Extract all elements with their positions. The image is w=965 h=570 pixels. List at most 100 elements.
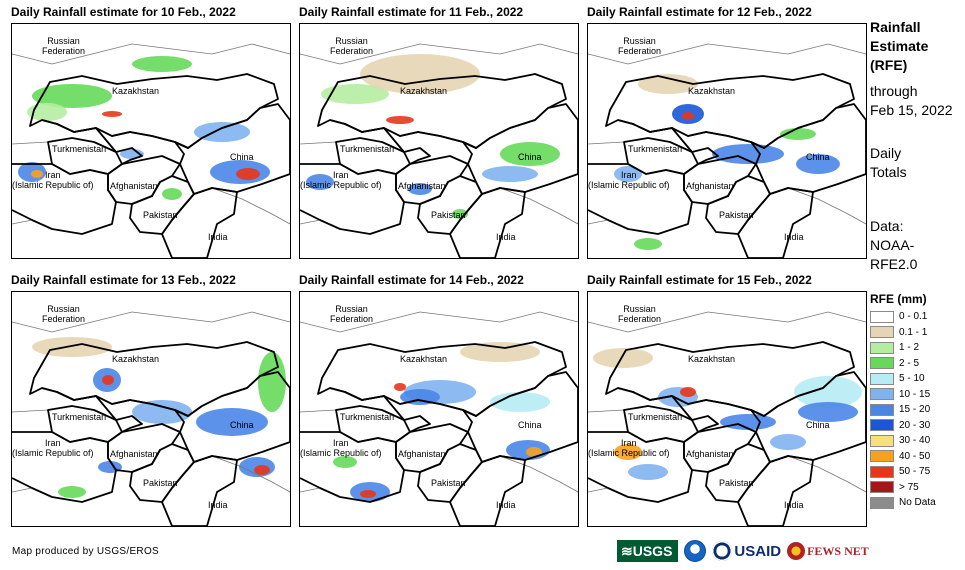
data-label: Data: (870, 218, 904, 234)
legend-item: 1 - 2 (870, 340, 964, 356)
country-label-china: China (806, 420, 830, 430)
country-label-text: China (518, 420, 542, 430)
minor-border (300, 141, 337, 145)
country-border (41, 387, 189, 417)
rfe-title-line: Rainfall (870, 19, 921, 35)
country-label-iran: Iran (Islamic Republic of) (12, 438, 94, 458)
country-label-china: China (230, 420, 254, 430)
minor-border (588, 219, 609, 225)
country-border (73, 127, 143, 165)
country-label-text: India (784, 500, 804, 510)
panel-title: Daily Rainfall estimate for 15 Feb., 202… (587, 273, 812, 287)
minor-border (12, 311, 290, 333)
rainfall-map-panel: Daily Rainfall estimate for 10 Feb., 202… (11, 5, 293, 265)
rainfall-area (796, 154, 840, 174)
minor-border (499, 187, 578, 225)
rainfall-map-panel: Daily Rainfall estimate for 14 Feb., 202… (299, 273, 581, 533)
rainfall-area (526, 447, 542, 457)
country-label-russia: Russian Federation (42, 36, 85, 56)
through-value: Feb 15, 2022 (870, 102, 953, 118)
legend-swatch (870, 419, 894, 432)
legend-swatch (870, 450, 894, 463)
country-label-india: India (496, 232, 516, 242)
country-label-afghanistan: Afghanistan (398, 181, 446, 191)
country-label-text: Russian (47, 36, 80, 46)
country-label-text: Kazakhstan (400, 86, 448, 96)
rainfall-area (628, 464, 668, 480)
country-label-china: China (230, 152, 254, 162)
country-border (683, 423, 757, 473)
rainfall-area (132, 56, 192, 72)
minor-border (499, 455, 578, 493)
country-label-text: Kazakhstan (400, 354, 448, 364)
country-border (300, 163, 405, 235)
country-label-text: (Islamic Republic of) (12, 180, 94, 190)
country-label-text: (Islamic Republic of) (300, 180, 382, 190)
country-label-pakistan: Pakistan (719, 478, 754, 488)
country-label-india: India (784, 232, 804, 242)
country-label-text: Kazakhstan (688, 86, 736, 96)
country-label-text: China (230, 152, 254, 162)
rainfall-area (254, 465, 270, 475)
country-label-china: China (518, 152, 542, 162)
rainfall-area (638, 74, 698, 94)
rainfall-area (593, 348, 653, 368)
country-label-iran: Iran (Islamic Republic of) (588, 170, 670, 190)
country-label-text: (Islamic Republic of) (300, 448, 382, 458)
legend-label: 1 - 2 (899, 342, 920, 354)
rainfall-map-panel: Daily Rainfall estimate for 13 Feb., 202… (11, 273, 293, 533)
country-label-text: Iran (621, 170, 637, 180)
country-label-pakistan: Pakistan (431, 210, 466, 220)
country-border (361, 127, 431, 165)
country-label-text: Afghanistan (110, 449, 158, 459)
country-label-text: Russian (335, 36, 368, 46)
country-border (449, 455, 526, 526)
panel-title: Daily Rainfall estimate for 12 Feb., 202… (587, 5, 812, 19)
country-border (750, 103, 866, 195)
rfe-title-line: (RFE) (870, 57, 908, 73)
country-label-russia: Russian Federation (42, 304, 85, 324)
country-label-text: Iran (45, 438, 61, 448)
country-label-text: India (496, 500, 516, 510)
legend-swatch (870, 465, 894, 478)
data-source-line: RFE2.0 (870, 256, 918, 272)
country-label-text: (Islamic Republic of) (12, 448, 94, 458)
country-label-text: Russian (335, 304, 368, 314)
country-label-afghanistan: Afghanistan (686, 181, 734, 191)
country-border (750, 371, 866, 463)
country-border (174, 371, 290, 463)
data-source-line: NOAA- (870, 237, 915, 253)
country-label-india: India (496, 500, 516, 510)
minor-border (12, 219, 33, 225)
map-frame: Russian Federation Kazakhstan Turkmenistan I… (11, 23, 291, 259)
country-label-china: China (806, 152, 830, 162)
minor-border (211, 187, 290, 225)
country-border (41, 119, 189, 149)
country-label-india: India (208, 232, 228, 242)
fews-net-logo: FEWS NET (787, 539, 869, 563)
legend-item: 50 - 75 (870, 464, 964, 480)
legend-label: 5 - 10 (899, 373, 925, 385)
legend-label: 30 - 40 (899, 435, 931, 447)
country-label-text: Afghanistan (398, 449, 446, 459)
country-border (462, 371, 578, 463)
panel-title: Daily Rainfall estimate for 10 Feb., 202… (11, 5, 236, 19)
country-border (649, 395, 719, 433)
legend-item: 20 - 30 (870, 418, 964, 434)
country-border (649, 127, 719, 165)
rainfall-area (194, 122, 250, 142)
legend-swatch (870, 496, 894, 509)
legend-swatch (870, 326, 894, 339)
country-border (361, 395, 431, 433)
map-frame: Russian Federation Kazakhstan Turkmenistan I… (299, 23, 579, 259)
rainfall-map (588, 311, 866, 526)
country-label-text: India (208, 500, 228, 510)
totals-label: Totals (870, 164, 907, 180)
country-label-turkmenistan: Turkmenistan (628, 144, 682, 154)
rainfall-area (770, 434, 806, 450)
minor-border (300, 487, 321, 493)
country-label-text: Kazakhstan (688, 354, 736, 364)
country-label-pakistan: Pakistan (719, 210, 754, 220)
map-frame: Russian Federation Kazakhstan Turkmenistan I… (11, 291, 291, 527)
rainfall-area (386, 116, 414, 124)
